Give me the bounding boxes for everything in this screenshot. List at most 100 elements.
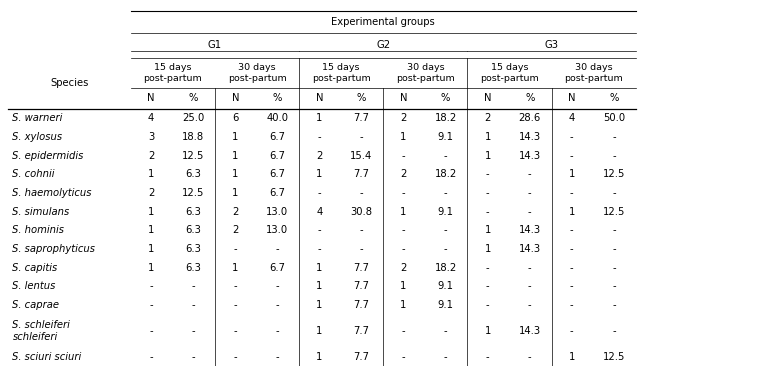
Text: S. epidermidis: S. epidermidis bbox=[12, 151, 84, 161]
Text: -: - bbox=[444, 352, 447, 362]
Text: 6.7: 6.7 bbox=[270, 188, 285, 198]
Text: 2: 2 bbox=[316, 151, 323, 161]
Text: N: N bbox=[568, 93, 576, 104]
Text: -: - bbox=[486, 352, 489, 362]
Text: 1: 1 bbox=[400, 207, 407, 217]
Text: %: % bbox=[609, 93, 619, 104]
Text: S. capitis: S. capitis bbox=[12, 263, 58, 273]
Text: 7.7: 7.7 bbox=[354, 281, 369, 291]
Text: 15 days
post-partum: 15 days post-partum bbox=[143, 63, 203, 83]
Text: 6.7: 6.7 bbox=[270, 132, 285, 142]
Text: -: - bbox=[570, 132, 573, 142]
Text: 1: 1 bbox=[148, 169, 154, 179]
Text: %: % bbox=[357, 93, 366, 104]
Text: 7.7: 7.7 bbox=[354, 300, 369, 310]
Text: -: - bbox=[402, 225, 405, 235]
Text: 14.3: 14.3 bbox=[519, 132, 541, 142]
Text: 14.3: 14.3 bbox=[519, 151, 541, 161]
Text: 6.3: 6.3 bbox=[185, 263, 201, 273]
Text: 30.8: 30.8 bbox=[351, 207, 372, 217]
Text: 1: 1 bbox=[569, 169, 575, 179]
Text: 25.0: 25.0 bbox=[182, 113, 204, 123]
Text: 14.3: 14.3 bbox=[519, 244, 541, 254]
Text: -: - bbox=[402, 352, 405, 362]
Text: -: - bbox=[570, 225, 573, 235]
Text: -: - bbox=[570, 281, 573, 291]
Text: G3: G3 bbox=[545, 40, 559, 51]
Text: 1: 1 bbox=[148, 225, 154, 235]
Text: -: - bbox=[486, 188, 489, 198]
Text: -: - bbox=[612, 132, 615, 142]
Text: 13.0: 13.0 bbox=[266, 225, 288, 235]
Text: %: % bbox=[525, 93, 534, 104]
Text: N: N bbox=[400, 93, 407, 104]
Text: 1: 1 bbox=[232, 132, 238, 142]
Text: -: - bbox=[234, 300, 237, 310]
Text: -: - bbox=[318, 225, 321, 235]
Text: -: - bbox=[528, 352, 531, 362]
Text: 1: 1 bbox=[316, 326, 323, 336]
Text: 15.4: 15.4 bbox=[351, 151, 372, 161]
Text: -: - bbox=[570, 300, 573, 310]
Text: -: - bbox=[486, 281, 489, 291]
Text: -: - bbox=[570, 326, 573, 336]
Text: -: - bbox=[570, 244, 573, 254]
Text: S. schleiferi
schleiferi: S. schleiferi schleiferi bbox=[12, 320, 70, 342]
Text: -: - bbox=[570, 151, 573, 161]
Text: -: - bbox=[402, 326, 405, 336]
Text: -: - bbox=[486, 169, 489, 179]
Text: 1: 1 bbox=[232, 263, 238, 273]
Text: 1: 1 bbox=[400, 132, 407, 142]
Text: 2: 2 bbox=[148, 151, 154, 161]
Text: 15 days
post-partum: 15 days post-partum bbox=[480, 63, 539, 83]
Text: -: - bbox=[528, 263, 531, 273]
Text: 7.7: 7.7 bbox=[354, 352, 369, 362]
Text: -: - bbox=[360, 225, 363, 235]
Text: 15 days
post-partum: 15 days post-partum bbox=[312, 63, 371, 83]
Text: -: - bbox=[234, 326, 237, 336]
Text: -: - bbox=[192, 326, 195, 336]
Text: 2: 2 bbox=[400, 169, 407, 179]
Text: 6.3: 6.3 bbox=[185, 169, 201, 179]
Text: 1: 1 bbox=[485, 132, 491, 142]
Text: 12.5: 12.5 bbox=[603, 352, 625, 362]
Text: 13.0: 13.0 bbox=[266, 207, 288, 217]
Text: -: - bbox=[360, 132, 363, 142]
Text: -: - bbox=[318, 132, 321, 142]
Text: 6.7: 6.7 bbox=[270, 151, 285, 161]
Text: 2: 2 bbox=[485, 113, 491, 123]
Text: -: - bbox=[234, 281, 237, 291]
Text: 18.2: 18.2 bbox=[435, 113, 456, 123]
Text: 12.5: 12.5 bbox=[182, 151, 204, 161]
Text: 1: 1 bbox=[148, 244, 154, 254]
Text: 1: 1 bbox=[316, 263, 323, 273]
Text: N: N bbox=[231, 93, 239, 104]
Text: -: - bbox=[150, 281, 153, 291]
Text: S. saprophyticus: S. saprophyticus bbox=[12, 244, 96, 254]
Text: 1: 1 bbox=[232, 151, 238, 161]
Text: 14.3: 14.3 bbox=[519, 326, 541, 336]
Text: -: - bbox=[612, 326, 615, 336]
Text: N: N bbox=[315, 93, 323, 104]
Text: 2: 2 bbox=[232, 225, 238, 235]
Text: 1: 1 bbox=[400, 281, 407, 291]
Text: -: - bbox=[612, 300, 615, 310]
Text: -: - bbox=[360, 188, 363, 198]
Text: 6.7: 6.7 bbox=[270, 169, 285, 179]
Text: S. hominis: S. hominis bbox=[12, 225, 65, 235]
Text: 1: 1 bbox=[485, 244, 491, 254]
Text: 12.5: 12.5 bbox=[182, 188, 204, 198]
Text: 14.3: 14.3 bbox=[519, 225, 541, 235]
Text: 18.2: 18.2 bbox=[435, 263, 456, 273]
Text: -: - bbox=[276, 244, 279, 254]
Text: -: - bbox=[276, 326, 279, 336]
Text: 6.3: 6.3 bbox=[185, 244, 201, 254]
Text: -: - bbox=[150, 352, 153, 362]
Text: -: - bbox=[318, 188, 321, 198]
Text: 4: 4 bbox=[569, 113, 575, 123]
Text: 6.7: 6.7 bbox=[270, 263, 285, 273]
Text: N: N bbox=[484, 93, 492, 104]
Text: 7.7: 7.7 bbox=[354, 113, 369, 123]
Text: -: - bbox=[150, 300, 153, 310]
Text: 9.1: 9.1 bbox=[438, 300, 453, 310]
